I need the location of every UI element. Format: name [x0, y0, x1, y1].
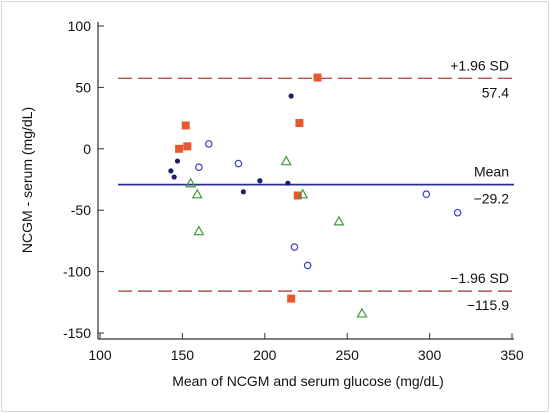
square-marker: [181, 121, 190, 130]
open-circle-marker: [453, 208, 462, 217]
square-marker: [293, 191, 302, 200]
square-marker: [295, 119, 304, 128]
y-tick-label: -50: [71, 202, 91, 218]
square-marker: [287, 294, 296, 303]
y-tick-label: -100: [63, 264, 91, 280]
open-circle-marker: [422, 190, 431, 199]
x-tick-label: 350: [500, 347, 524, 363]
y-tick-label: 0: [83, 141, 91, 157]
x-axis-title: Mean of NCGM and serum glucose (mg/dL): [172, 373, 444, 389]
open-circle-marker: [290, 243, 299, 251]
filled-circle-marker: [168, 168, 174, 174]
filled-circle-marker: [240, 189, 246, 195]
reference-line-value: −29.2: [474, 191, 510, 207]
y-tick-label: 50: [75, 79, 91, 95]
reference-line-value: −115.9: [467, 297, 509, 313]
open-circle-marker: [204, 140, 213, 148]
filled-circle-marker: [174, 158, 181, 164]
triangle-marker: [191, 188, 203, 199]
square-marker: [183, 142, 192, 151]
x-tick-label: 150: [171, 347, 195, 363]
reference-line-label: −1.96 SD: [450, 270, 509, 286]
x-tick-label: 250: [336, 347, 360, 363]
reference-line-label: Mean: [474, 164, 509, 180]
open-circle-marker: [195, 163, 203, 172]
triangle-marker: [193, 225, 205, 236]
reference-line-label: +1.96 SD: [450, 57, 509, 73]
triangle-marker: [356, 307, 368, 318]
triangle-marker: [297, 188, 309, 199]
reference-lines: +1.96 SD 57.4 Mean −29.2 −1.96 SD −115.9: [118, 57, 514, 313]
data-points: [168, 73, 462, 318]
square-marker: [175, 144, 184, 153]
y-tick-label: -150: [63, 325, 91, 341]
filled-circle-marker: [285, 180, 291, 186]
y-axis-title: NCGM - serum (mg/dL): [19, 107, 35, 253]
filled-circle-marker: [257, 178, 263, 184]
triangle-marker: [280, 155, 292, 166]
x-tick-label: 300: [418, 347, 442, 363]
filled-circle-marker: [171, 174, 177, 180]
reference-line-value: 57.4: [482, 84, 509, 100]
x-tick-label: 100: [88, 347, 112, 363]
x-tick-label: 200: [253, 347, 277, 363]
y-tick-label: 100: [68, 18, 92, 34]
filled-circle-marker: [288, 93, 294, 99]
square-marker: [313, 73, 322, 82]
triangle-marker: [333, 215, 345, 226]
axes: 100 50 0 -50 -100 -150 100 150 200 250 300 350: [63, 18, 524, 363]
open-circle-marker: [234, 159, 243, 168]
triangle-marker: [185, 177, 197, 188]
open-circle-marker: [303, 261, 312, 270]
